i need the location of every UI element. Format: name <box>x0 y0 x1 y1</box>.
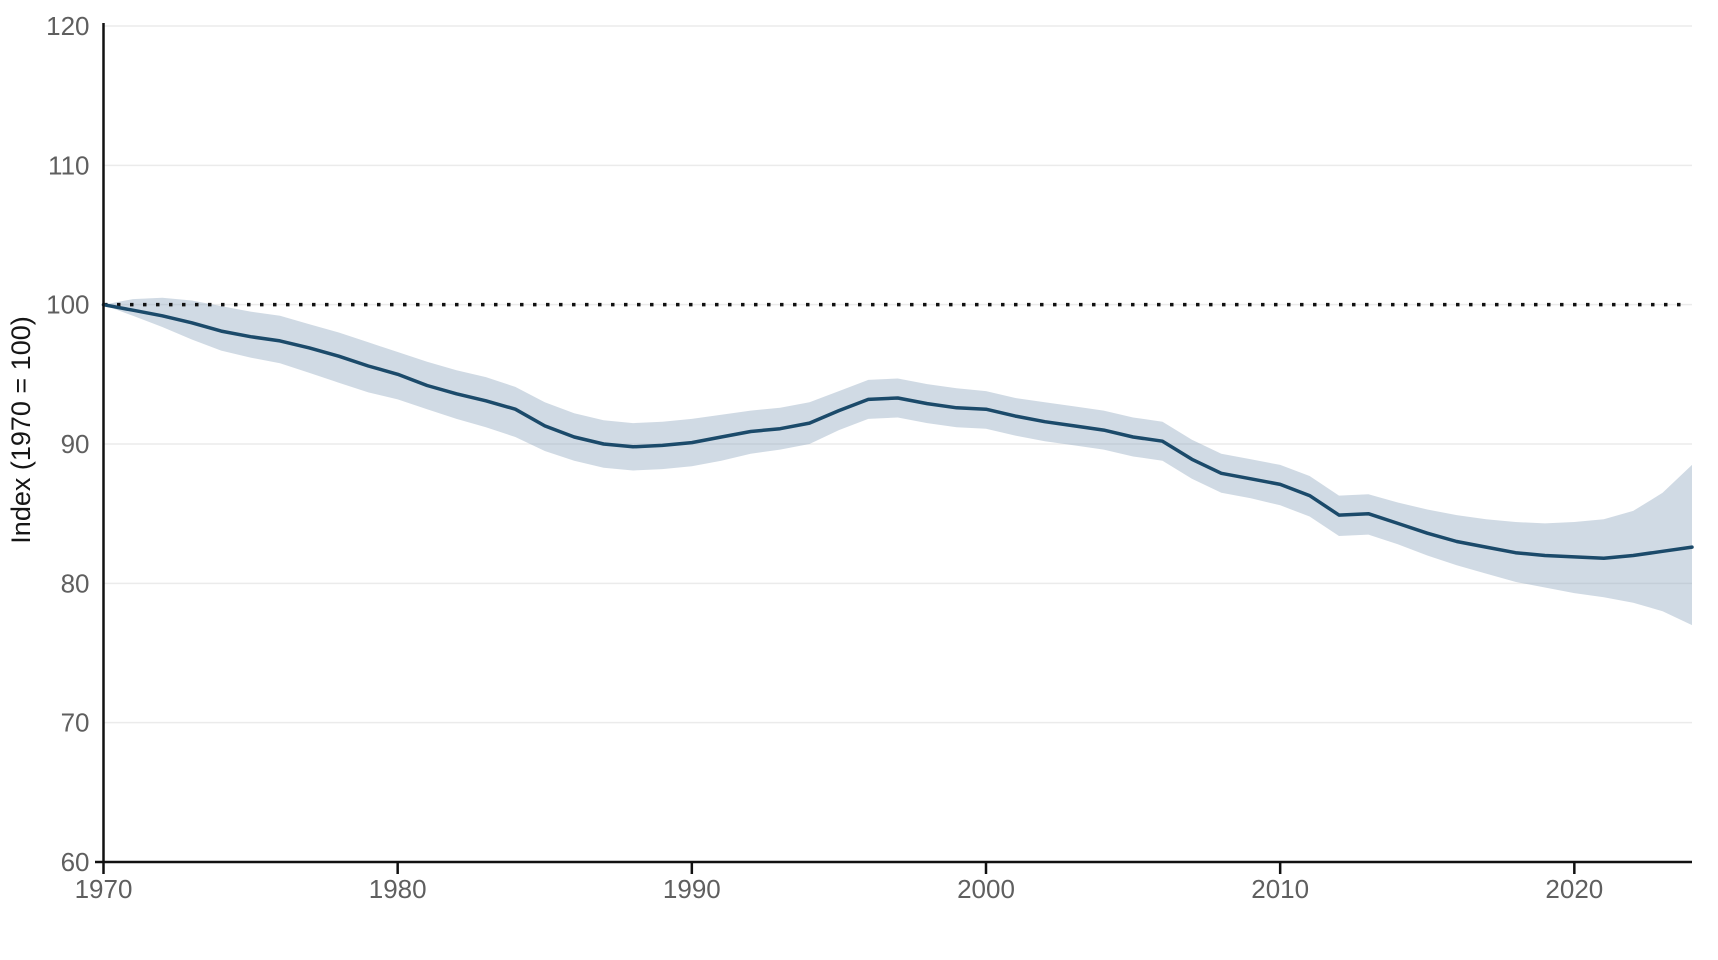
x-tick-label-1970: 1970 <box>75 874 133 904</box>
x-tick-label-2010: 2010 <box>1251 874 1309 904</box>
x-tick-label-1980: 1980 <box>369 874 427 904</box>
x-tick-label-2000: 2000 <box>957 874 1015 904</box>
confidence-band <box>103 297 1692 626</box>
index-line <box>101 302 1694 561</box>
y-tick-label-90: 90 <box>61 429 90 459</box>
y-tick-label-100: 100 <box>46 290 89 320</box>
y-tick-label-60: 60 <box>61 847 90 877</box>
y-tick-label-120: 120 <box>46 11 89 41</box>
y-tick-label-70: 70 <box>61 708 90 738</box>
y-tick-label-110: 110 <box>48 150 89 180</box>
y-axis-title: Index (1970 = 100) <box>6 316 36 543</box>
x-tick-label-1990: 1990 <box>663 874 721 904</box>
x-tick-label-2020: 2020 <box>1545 874 1603 904</box>
y-tick-label-80: 80 <box>61 568 90 598</box>
